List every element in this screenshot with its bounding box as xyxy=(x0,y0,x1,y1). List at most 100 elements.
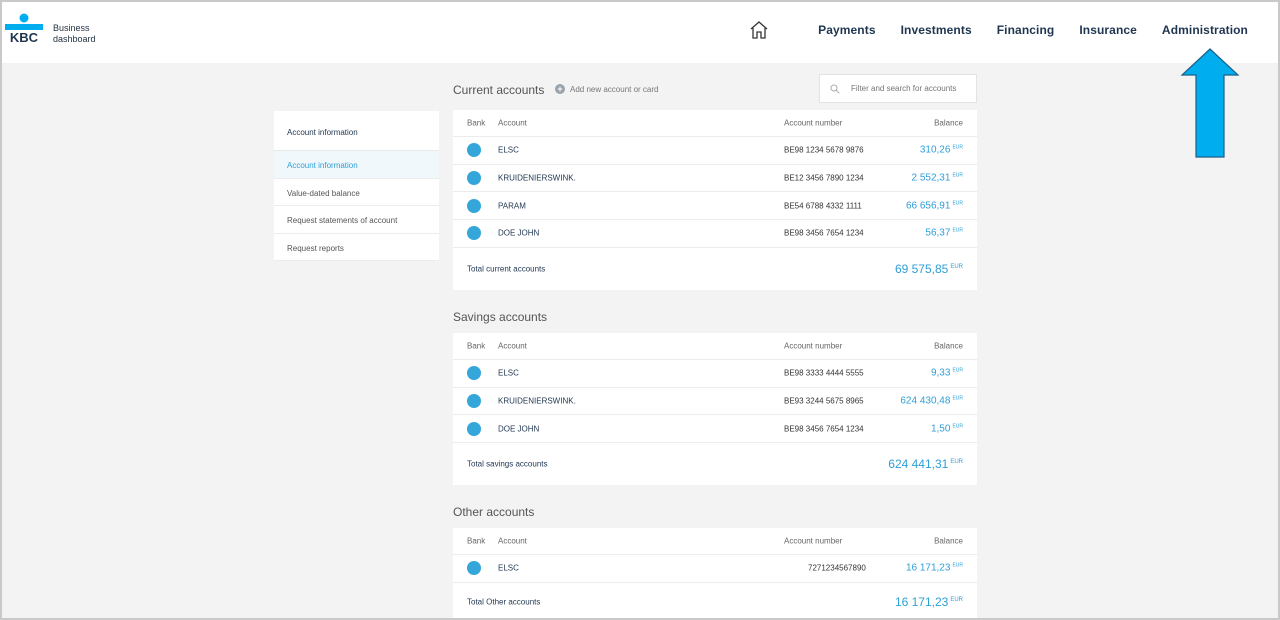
table-row[interactable]: PARAM BE54 6788 4332 1111 66 656,91 EUR xyxy=(453,192,977,221)
sidebar-item-request-statements[interactable]: Request statements of account xyxy=(274,206,439,234)
bank-icon xyxy=(467,226,481,241)
total-label: Total savings accounts xyxy=(467,459,548,469)
table-row[interactable]: DOE JOHN BE98 3456 7654 1234 56,37 EUR xyxy=(453,220,977,248)
header-account-number: Account number xyxy=(784,536,843,546)
balance-value: 16 171,23 xyxy=(905,563,951,575)
total-row: Total Other accounts 16 171,23 EUR xyxy=(453,583,977,620)
kbc-logo[interactable]: KBC xyxy=(4,12,44,44)
balance-value: 624 430,48 xyxy=(900,395,951,407)
bank-icon xyxy=(467,171,481,186)
table-row[interactable]: KRUIDENIERSWINK. BE12 3456 7890 1234 2 5… xyxy=(453,165,977,193)
brand-line-1: Business xyxy=(53,23,90,33)
other-accounts-title: Other accounts xyxy=(453,505,535,519)
account-balance[interactable]: 66 656,91 EUR xyxy=(906,200,963,211)
header-account: Account xyxy=(498,341,527,351)
currency: EUR xyxy=(952,144,963,151)
total-label: Total Other accounts xyxy=(467,597,541,607)
account-number: BE98 3456 7654 1234 xyxy=(784,424,864,434)
balance-value: 2 552,31 xyxy=(911,172,951,184)
header-bank: Bank xyxy=(467,341,486,351)
account-name: ELSC xyxy=(498,368,519,378)
total-value: 16 171,23 xyxy=(894,594,949,609)
balance-value: 9,33 xyxy=(930,368,951,380)
currency: EUR xyxy=(952,423,963,430)
account-name: ELSC xyxy=(498,145,519,155)
account-number: BE98 3456 7654 1234 xyxy=(784,228,864,238)
search-icon xyxy=(830,84,840,94)
table-row[interactable]: ELSC 7271234567890 16 171,23 EUR xyxy=(453,555,977,583)
currency: EUR xyxy=(952,200,963,207)
currency: EUR xyxy=(952,172,963,179)
sidebar-title: Account information xyxy=(274,111,439,151)
currency: EUR xyxy=(950,263,963,270)
currency: EUR xyxy=(950,459,963,466)
currency: EUR xyxy=(952,367,963,374)
account-name: ELSC xyxy=(498,563,519,573)
account-balance[interactable]: 16 171,23 EUR xyxy=(906,563,963,574)
top-header: KBC Business dashboard Payments Investme… xyxy=(0,0,1280,63)
account-number: BE98 1234 5678 9876 xyxy=(784,145,864,155)
header-account-number: Account number xyxy=(784,118,843,128)
account-balance[interactable]: 310,26 EUR xyxy=(920,145,963,156)
account-balance[interactable]: 9,33 EUR xyxy=(931,368,963,379)
total-balance: 624 441,31 EUR xyxy=(888,457,963,471)
total-balance: 16 171,23 EUR xyxy=(895,595,963,609)
header-account-number: Account number xyxy=(784,341,843,351)
table-row[interactable]: ELSC BE98 3333 4444 5555 9,33 EUR xyxy=(453,360,977,388)
sidebar-item-value-dated-balance[interactable]: Value-dated balance xyxy=(274,179,439,206)
nav-financing[interactable]: Financing xyxy=(996,23,1055,37)
bank-icon xyxy=(467,198,481,213)
nav-payments[interactable]: Payments xyxy=(818,23,876,37)
currency: EUR xyxy=(952,562,963,569)
table-header: Bank Account Account number Balance xyxy=(453,333,977,360)
brand-line-2: dashboard xyxy=(53,34,96,44)
header-balance: Balance xyxy=(934,341,963,351)
add-account-label: Add new account or card xyxy=(570,84,659,94)
total-row: Total current accounts 69 575,85 EUR xyxy=(453,248,977,290)
table-row[interactable]: ELSC BE98 1234 5678 9876 310,26 EUR xyxy=(453,137,977,165)
nav-insurance[interactable]: Insurance xyxy=(1079,23,1137,37)
nav-investments[interactable]: Investments xyxy=(900,23,972,37)
add-account-button[interactable]: + Add new account or card xyxy=(555,84,659,94)
bank-icon xyxy=(467,143,481,158)
account-name: DOE JOHN xyxy=(498,228,540,238)
bank-icon xyxy=(467,421,481,436)
sidebar: Account information Account information … xyxy=(274,111,439,261)
svg-text:KBC: KBC xyxy=(10,30,39,44)
header-account: Account xyxy=(498,536,527,546)
account-name: KRUIDENIERSWINK. xyxy=(498,396,576,406)
account-balance[interactable]: 624 430,48 EUR xyxy=(900,395,963,406)
savings-accounts-table: Bank Account Account number Balance ELSC… xyxy=(453,333,977,486)
account-name: KRUIDENIERSWINK. xyxy=(498,173,576,183)
account-balance[interactable]: 2 552,31 EUR xyxy=(912,172,964,183)
table-row[interactable]: KRUIDENIERSWINK. BE93 3244 5675 8965 624… xyxy=(453,388,977,416)
home-icon[interactable] xyxy=(749,20,769,40)
header-account: Account xyxy=(498,118,527,128)
sidebar-item-account-information[interactable]: Account information xyxy=(274,151,439,179)
total-row: Total savings accounts 624 441,31 EUR xyxy=(453,443,977,485)
account-number: BE54 6788 4332 1111 xyxy=(784,201,862,211)
header-bank: Bank xyxy=(467,118,486,128)
total-value: 624 441,31 xyxy=(888,457,949,472)
table-row[interactable]: DOE JOHN BE98 3456 7654 1234 1,50 EUR xyxy=(453,415,977,444)
nav-administration[interactable]: Administration xyxy=(1161,23,1248,37)
plus-icon: + xyxy=(555,84,565,94)
account-balance[interactable]: 1,50 EUR xyxy=(931,423,963,434)
current-accounts-title: Current accounts xyxy=(453,83,545,97)
total-balance: 69 575,85 EUR xyxy=(895,262,963,276)
table-header: Bank Account Account number Balance xyxy=(453,110,977,137)
brand-subtitle: Business dashboard xyxy=(53,23,96,45)
account-name: PARAM xyxy=(498,201,526,211)
sidebar-item-request-reports[interactable]: Request reports xyxy=(274,234,439,261)
account-balance[interactable]: 56,37 EUR xyxy=(925,228,963,239)
current-accounts-table: Bank Account Account number Balance ELSC… xyxy=(453,110,977,290)
bank-icon xyxy=(467,366,481,381)
account-number: 7271234567890 xyxy=(808,563,866,573)
main-nav: Payments Investments Financing Insurance… xyxy=(749,20,1248,40)
account-number: BE93 3244 5675 8965 xyxy=(784,396,864,406)
savings-accounts-title: Savings accounts xyxy=(453,310,548,324)
currency: EUR xyxy=(952,227,963,234)
search-input[interactable] xyxy=(851,84,971,93)
account-search[interactable] xyxy=(819,74,977,103)
bank-icon xyxy=(467,561,481,576)
